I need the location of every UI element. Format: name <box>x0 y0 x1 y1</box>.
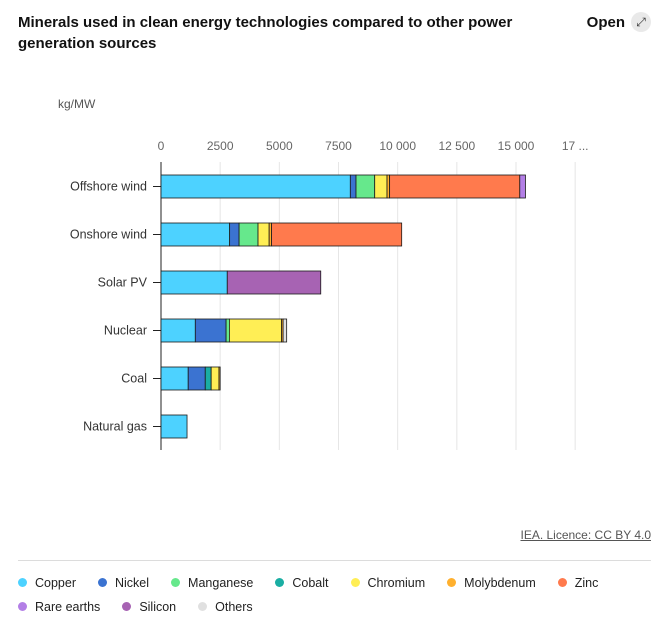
bar-segment-manganese <box>238 222 259 247</box>
bar-segment-copper <box>160 414 188 439</box>
bar-segment-chromium <box>374 174 388 199</box>
x-tick-label: 15 000 <box>498 139 535 153</box>
bar-segment-chromium <box>257 222 270 247</box>
bar-segment-copper <box>160 318 196 343</box>
expand-icon: ⤢ <box>631 12 651 32</box>
bar-segment-manganese <box>355 174 376 199</box>
legend-label: Molybdenum <box>464 575 536 590</box>
legend-swatch <box>198 602 208 611</box>
legend-label: Nickel <box>115 575 150 590</box>
bar-segment-nickel <box>194 318 227 343</box>
x-tick-label: 12 500 <box>438 139 475 153</box>
legend-label: Silicon <box>139 599 177 614</box>
legend-label: Zinc <box>574 575 599 590</box>
bar-segment-others <box>282 318 288 343</box>
bar-segment-molybdenum <box>218 366 221 391</box>
legend-item[interactable]: Rare earths <box>18 598 100 615</box>
open-button-label: Open <box>586 13 625 31</box>
x-tick-label: 10 000 <box>379 139 416 153</box>
bar-chart: 0 2500 5000 7500 10 000 12 500 15 000 17 ... Off… <box>70 139 589 450</box>
legend-swatch <box>171 578 181 587</box>
bar-segment-zinc <box>389 174 521 199</box>
bar-segment-chromium <box>228 318 282 343</box>
legend-item[interactable]: Nickel <box>98 574 149 591</box>
unit-label: kg/MW <box>58 97 96 111</box>
bar-segment-copper <box>160 174 351 199</box>
y-category-label: Solar PV <box>98 276 148 290</box>
bar-segment-cobalt <box>204 366 212 391</box>
x-tick-label: 7500 <box>325 139 352 153</box>
x-tick-label: 0 <box>158 139 165 153</box>
legend-label: Rare earths <box>35 599 101 614</box>
legend-swatch <box>350 578 360 587</box>
bar-segment-manganese <box>225 318 230 343</box>
legend-item[interactable]: Chromium <box>350 574 426 591</box>
legend-item[interactable]: Copper <box>18 574 76 591</box>
bar-segment-nickel <box>187 366 206 391</box>
legend-swatch <box>98 578 107 587</box>
bar-segment-nickel <box>229 222 240 247</box>
legend-item[interactable]: Zinc <box>557 574 599 591</box>
divider <box>18 560 651 561</box>
legend-label: Others <box>215 599 253 614</box>
legend-swatch <box>18 602 27 611</box>
legend-swatch <box>122 602 132 611</box>
legend-label: Chromium <box>367 575 426 590</box>
x-tick-label: 17 ... <box>562 139 589 153</box>
chart-title: Minerals used in clean energy technologi… <box>18 14 513 52</box>
legend-item[interactable]: Cobalt <box>275 574 329 591</box>
legend-item[interactable]: Others <box>198 598 253 615</box>
legend-label: Copper <box>35 575 76 590</box>
legend-label: Manganese <box>188 575 254 590</box>
bar-segment-silicon <box>226 270 322 295</box>
bar-segment-zinc <box>271 222 403 247</box>
bar-segment-copper <box>160 222 231 247</box>
legend-label: Cobalt <box>292 575 329 590</box>
legend: Copper Nickel Manganese Cobalt Chromium Molyb… <box>18 574 648 615</box>
y-category-label: Natural gas <box>83 420 147 434</box>
x-tick-label: 5000 <box>266 139 293 153</box>
legend-swatch <box>447 578 457 587</box>
bar-segment-copper <box>160 366 189 391</box>
bar-segment-nickel <box>349 174 357 199</box>
open-button[interactable]: Open ⤢ <box>587 12 651 32</box>
source-link[interactable]: IEA. Licence: CC BY 4.0 <box>520 528 651 542</box>
legend-swatch <box>275 578 285 587</box>
legend-swatch <box>557 578 567 587</box>
y-category-label: Offshore wind <box>70 180 147 194</box>
y-category-label: Coal <box>121 372 147 386</box>
bar-segment-rare-earths <box>519 174 526 199</box>
legend-swatch <box>18 578 27 587</box>
y-category-label: Onshore wind <box>70 228 147 242</box>
x-tick-label: 2500 <box>207 139 234 153</box>
bar-segment-copper <box>160 270 228 295</box>
bar-segment-chromium <box>210 366 220 391</box>
legend-item[interactable]: Manganese <box>171 574 253 591</box>
legend-item[interactable]: Molybdenum <box>447 574 536 591</box>
legend-item[interactable]: Silicon <box>122 598 176 615</box>
y-category-label: Nuclear <box>104 324 147 338</box>
